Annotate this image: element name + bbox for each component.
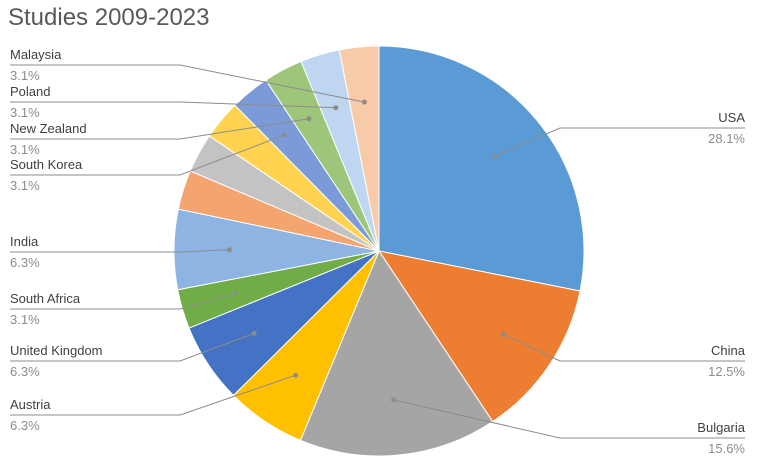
slice-label-usa: USA <box>718 110 745 125</box>
slice-label-china: China <box>711 343 746 358</box>
slice-value-united-kingdom: 6.3% <box>10 364 40 379</box>
slice-label-austria: Austria <box>10 397 51 412</box>
slice-value-new-zealand: 3.1% <box>10 142 40 157</box>
pie-slice-china <box>377 250 581 423</box>
slice-value-malaysia: 3.1% <box>10 68 40 83</box>
slice-value-bulgaria: 15.6% <box>708 441 745 456</box>
slice-label-united-kingdom: United Kingdom <box>10 343 103 358</box>
leader-line-bulgaria <box>393 399 745 439</box>
pie-slice-bulgaria <box>299 249 494 457</box>
leader-line-new-zealand <box>10 118 309 140</box>
slice-label-india: India <box>10 234 39 249</box>
pie-slices <box>173 45 585 457</box>
leader-dot-south-africa <box>233 291 238 296</box>
slice-value-india: 6.3% <box>10 255 40 270</box>
leader-dot-bulgaria <box>391 397 397 403</box>
leader-dot-new-zealand <box>306 116 312 122</box>
leader-dot-india <box>226 247 232 253</box>
leader-dot-united-kingdom <box>251 330 257 336</box>
slice-label-bulgaria: Bulgaria <box>697 420 745 435</box>
leader-line-usa <box>494 127 745 157</box>
slice-value-south-africa: 3.1% <box>10 312 40 327</box>
leader-line-south-africa <box>10 293 236 310</box>
slice-label-south-korea: South Korea <box>10 157 83 172</box>
leader-line-malaysia <box>10 64 365 103</box>
slice-label-poland: Poland <box>10 84 50 99</box>
leader-lines <box>10 64 745 439</box>
slice-value-china: 12.5% <box>708 364 745 379</box>
slice-label-malaysia: Malaysia <box>10 47 62 62</box>
leader-dot-malaysia <box>361 99 367 105</box>
slice-label-south-africa: South Africa <box>10 291 81 306</box>
slice-label-new-zealand: New Zealand <box>10 121 87 136</box>
leader-line-south-korea <box>10 134 285 176</box>
leader-dot-china <box>500 331 506 337</box>
leader-dot-south-korea <box>282 132 288 138</box>
leader-line-poland <box>10 101 336 109</box>
slice-value-austria: 6.3% <box>10 418 40 433</box>
pie-slice-usa <box>378 45 585 292</box>
chart-title: Studies 2009-2023 <box>8 4 210 31</box>
leader-line-india <box>10 249 230 253</box>
slice-value-poland: 3.1% <box>10 105 40 120</box>
leader-line-china <box>503 333 745 362</box>
leader-dot-austria <box>293 372 299 378</box>
slice-labels: USA 28.1% China 12.5% Bulgaria 15.6% Austria 6.… <box>10 47 746 456</box>
slice-value-usa: 28.1% <box>708 131 745 146</box>
pie-slice-malaysia <box>338 45 380 252</box>
slice-value-south-korea: 3.1% <box>10 178 40 193</box>
leader-line-united-kingdom <box>10 332 255 362</box>
leader-dot-usa <box>492 153 498 159</box>
leader-line-austria <box>10 374 296 416</box>
leader-dot-poland <box>333 105 339 111</box>
